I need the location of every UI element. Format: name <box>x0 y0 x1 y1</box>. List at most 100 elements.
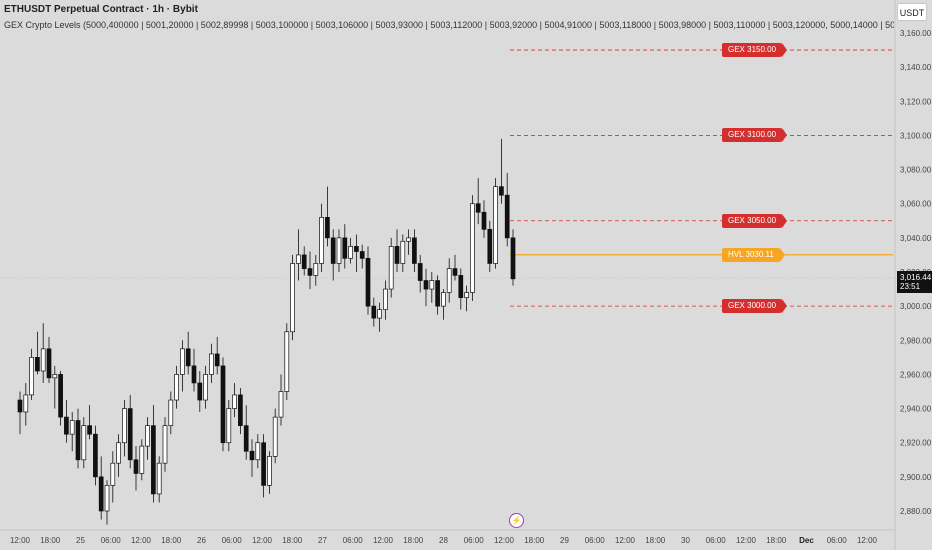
candle-body-61 <box>371 305 377 319</box>
candle-body-17 <box>116 442 121 464</box>
candle-body-58 <box>354 246 359 252</box>
candle-body-36 <box>226 408 232 444</box>
current-price-value: 3,016.44 <box>900 273 932 282</box>
candle-body-38 <box>238 394 243 426</box>
time-tick-8: 12:00 <box>252 536 273 545</box>
time-tick-10: 27 <box>318 536 327 545</box>
candle-body-75 <box>452 268 458 276</box>
candle-body-5 <box>46 348 52 379</box>
candle-body-43 <box>267 456 272 486</box>
candle-body-35 <box>220 365 226 444</box>
time-tick-20: 12:00 <box>615 536 636 545</box>
candle-body-21 <box>139 445 145 474</box>
candle-body-0 <box>17 399 23 413</box>
candle-body-52 <box>319 217 324 264</box>
candle-body-32 <box>203 374 208 401</box>
candle-body-2 <box>29 357 34 396</box>
candle-body-28 <box>180 348 185 375</box>
time-tick-12: 12:00 <box>373 536 394 545</box>
candle-body-16 <box>110 462 116 486</box>
candle-body-31 <box>197 382 203 401</box>
candle-body-13 <box>93 433 98 478</box>
level-label-2: GEX 3050.00 <box>722 213 788 228</box>
candle-body-41 <box>255 442 261 461</box>
candle-body-85 <box>510 237 516 280</box>
candle-body-77 <box>464 292 469 298</box>
time-tick-1: 18:00 <box>40 536 61 545</box>
level-label-4: GEX 3000.00 <box>722 299 788 314</box>
price-tick-10: 2,960.00 <box>900 370 932 379</box>
level-label-3: HVL 3030.11 <box>722 247 785 262</box>
time-tick-14: 28 <box>439 536 448 545</box>
candle-body-71 <box>429 280 435 290</box>
time-axis[interactable]: 12:00 18:00 25 06:00 12:00 18:00 26 06:00 12:00 1… <box>10 536 878 545</box>
time-tick-23: 06:00 <box>706 536 727 545</box>
candle-body-27 <box>174 374 179 401</box>
candle-body-6 <box>52 374 58 379</box>
candle-body-81 <box>487 228 493 264</box>
candle-body-83 <box>499 186 504 196</box>
candle-body-45 <box>278 391 284 418</box>
lightning-icon[interactable]: ⚡ <box>509 513 524 528</box>
candle-body-42 <box>261 442 266 486</box>
candle-body-74 <box>446 268 452 293</box>
candle-body-64 <box>388 246 394 290</box>
candle-body-66 <box>400 240 406 264</box>
price-tick-12: 2,920.00 <box>900 439 932 448</box>
candle-body-12 <box>87 425 92 435</box>
currency-button[interactable]: USDT <box>897 3 927 21</box>
time-tick-16: 12:00 <box>494 536 515 545</box>
candle-body-29 <box>185 348 191 367</box>
candle-body-8 <box>64 416 69 435</box>
candle-body-53 <box>325 217 330 239</box>
candle-body-55 <box>336 237 342 264</box>
candle-body-44 <box>272 416 278 457</box>
candle-body-46 <box>284 331 290 392</box>
time-tick-13: 18:00 <box>403 536 424 545</box>
time-tick-25: 18:00 <box>766 536 787 545</box>
candle-body-63 <box>383 288 388 310</box>
price-tick-2: 3,120.00 <box>900 97 932 106</box>
candle-body-23 <box>151 425 156 495</box>
gex-levels <box>510 49 893 307</box>
price-tick-8: 3,000.00 <box>900 302 932 311</box>
time-tick-11: 06:00 <box>343 536 364 545</box>
candle-body-72 <box>435 280 440 307</box>
candle-body-67 <box>406 237 411 242</box>
time-tick-5: 18:00 <box>161 536 182 545</box>
price-tick-4: 3,080.00 <box>900 166 932 175</box>
candle-body-84 <box>504 194 510 239</box>
candle-body-3 <box>35 357 40 372</box>
candle-body-49 <box>301 254 307 269</box>
symbol-title[interactable]: ETHUSDT Perpetual Contract · 1h · Bybit <box>4 4 198 15</box>
price-tick-3: 3,100.00 <box>900 131 932 140</box>
candle-body-30 <box>191 365 197 384</box>
time-tick-9: 18:00 <box>282 536 303 545</box>
time-tick-27: 06:00 <box>827 536 848 545</box>
candle-body-34 <box>214 353 220 367</box>
candle-body-26 <box>168 399 174 426</box>
time-tick-19: 06:00 <box>585 536 606 545</box>
candle-body-7 <box>58 374 63 418</box>
price-tick-14: 2,880.00 <box>900 507 932 516</box>
indicator-legend[interactable]: GEX Crypto Levels (5000,400000 | 5001,20… <box>4 20 894 30</box>
candle-body-39 <box>243 425 249 452</box>
time-tick-22: 30 <box>681 536 690 545</box>
price-tick-11: 2,940.00 <box>900 405 932 414</box>
candle-body-20 <box>133 459 139 474</box>
candle-body-78 <box>470 203 475 293</box>
level-label-0: GEX 3150.00 <box>722 43 788 58</box>
candle-body-22 <box>145 425 150 447</box>
candle-body-25 <box>162 425 168 464</box>
candle-body-33 <box>209 353 214 375</box>
level-label-1: GEX 3100.00 <box>722 128 788 143</box>
candle-body-14 <box>98 476 104 512</box>
candle-body-69 <box>417 263 423 281</box>
candle-body-51 <box>313 263 319 276</box>
candle-body-82 <box>493 186 498 264</box>
candle-body-60 <box>365 257 371 307</box>
time-tick-3: 06:00 <box>101 536 122 545</box>
candle-body-62 <box>377 309 382 319</box>
candle-body-18 <box>122 408 127 444</box>
